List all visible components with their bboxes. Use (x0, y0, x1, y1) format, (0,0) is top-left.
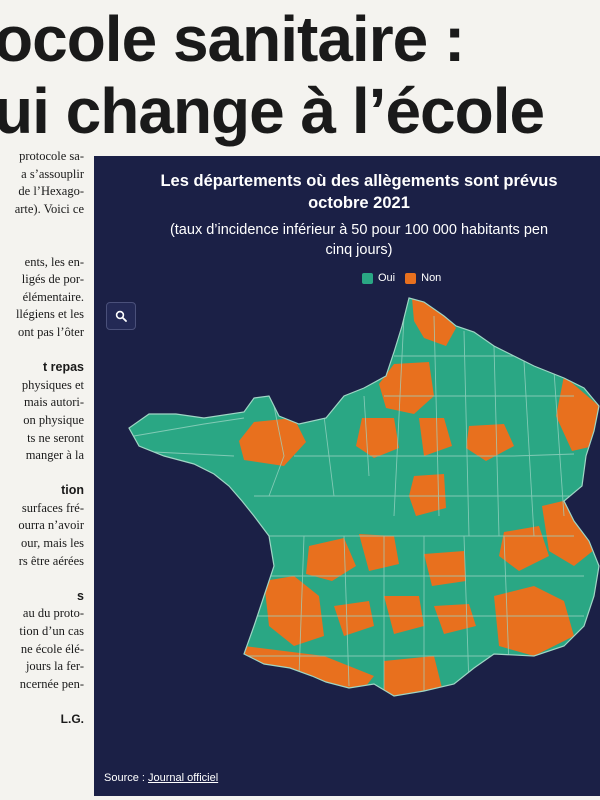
legend-swatch-non (405, 272, 417, 284)
region-non-aquitaine (264, 576, 324, 646)
region-non-auvergne (424, 551, 466, 586)
france-departments-map (128, 297, 600, 697)
article-line: ligés de por- (21, 272, 84, 287)
article-line: ourra n’avoir (18, 518, 84, 533)
article-line: surfaces fré- (21, 500, 84, 515)
region-non-rhone (499, 526, 549, 571)
article-subheading: t repas (43, 360, 84, 375)
department-borders (133, 315, 584, 696)
legend-label-oui: Oui (378, 272, 396, 284)
region-non-limousin (359, 534, 399, 571)
article-subheading: s (77, 588, 84, 603)
region-non-ile-de-france (379, 362, 434, 414)
article-line: jours la fer- (25, 659, 84, 674)
region-non-provence (494, 586, 574, 656)
legend-item-non[interactable]: Non (405, 272, 441, 284)
article-line: arte). Voici ce (14, 201, 84, 216)
region-non-gers (334, 601, 374, 636)
magnifier-icon (115, 310, 127, 322)
article-column: protocole sa- a s’assouplir de l’Hexago-… (0, 148, 84, 800)
legend-item-oui[interactable]: Oui (362, 272, 395, 284)
article-line: au du proto- (22, 606, 84, 621)
infographic-title-line-1: Les départements où des allègements sont… (160, 172, 558, 190)
region-non-poitou (306, 538, 356, 581)
infographic-subtitle-line-1: (taux d’incidence inférieur à 50 pour 10… (169, 222, 549, 238)
legend-swatch-oui (362, 272, 373, 284)
article-line: ne école élé- (20, 641, 84, 656)
article-line: rs être aérées (18, 553, 84, 568)
article-line: de l’Hexago- (18, 184, 84, 199)
article-line: a s’assouplir (21, 166, 84, 181)
region-non-roussillon (384, 656, 444, 696)
article-line: tion d’un cas (19, 624, 84, 639)
headline-line-2: ui change à l’école (0, 75, 545, 147)
source-label: Source : (104, 772, 145, 784)
article-line: our, mais les (20, 536, 84, 551)
region-non-tarn (384, 596, 424, 634)
zoom-button[interactable] (106, 302, 136, 330)
article-line: mais autori- (23, 395, 84, 410)
infographic-subtitle-line-2: cinq jours) (325, 242, 393, 258)
article-line: physiques et (21, 377, 84, 392)
map-legend: Oui Non (362, 272, 441, 284)
author-signature: L.G. (60, 712, 84, 726)
region-non-normandy-brittany (239, 418, 306, 466)
region-non-centre-west (356, 418, 399, 458)
source-credit: Source : Journal officiel (104, 772, 218, 784)
france-outline (128, 297, 600, 697)
infographic-panel: Les départements où des allègements sont… (94, 156, 600, 796)
region-non-alsace (556, 376, 599, 451)
article-line: ont pas l’ôter (18, 324, 84, 339)
article-line: élémentaire. (22, 289, 84, 304)
infographic-title-line-2: octobre 2021 (308, 194, 410, 212)
article-line: protocole sa- (19, 149, 84, 163)
article-line: llégiens et les (15, 307, 84, 322)
article-line: ents, les en- (24, 254, 84, 269)
region-non-burgundy (466, 424, 514, 461)
region-non-gard (434, 604, 476, 634)
article-line: on physique (23, 412, 84, 427)
article-line: ncernée pen- (19, 676, 84, 691)
region-non-centre-east (419, 418, 452, 456)
article-line: manger à la (25, 448, 84, 463)
source-link[interactable]: Journal officiel (148, 772, 219, 784)
article-line: ts ne seront (27, 430, 84, 445)
legend-label-non: Non (421, 272, 442, 284)
region-non-centre-south (409, 474, 446, 516)
article-subheading: tion (61, 483, 84, 498)
headline-line-1: ocole sanitaire : (0, 3, 465, 75)
